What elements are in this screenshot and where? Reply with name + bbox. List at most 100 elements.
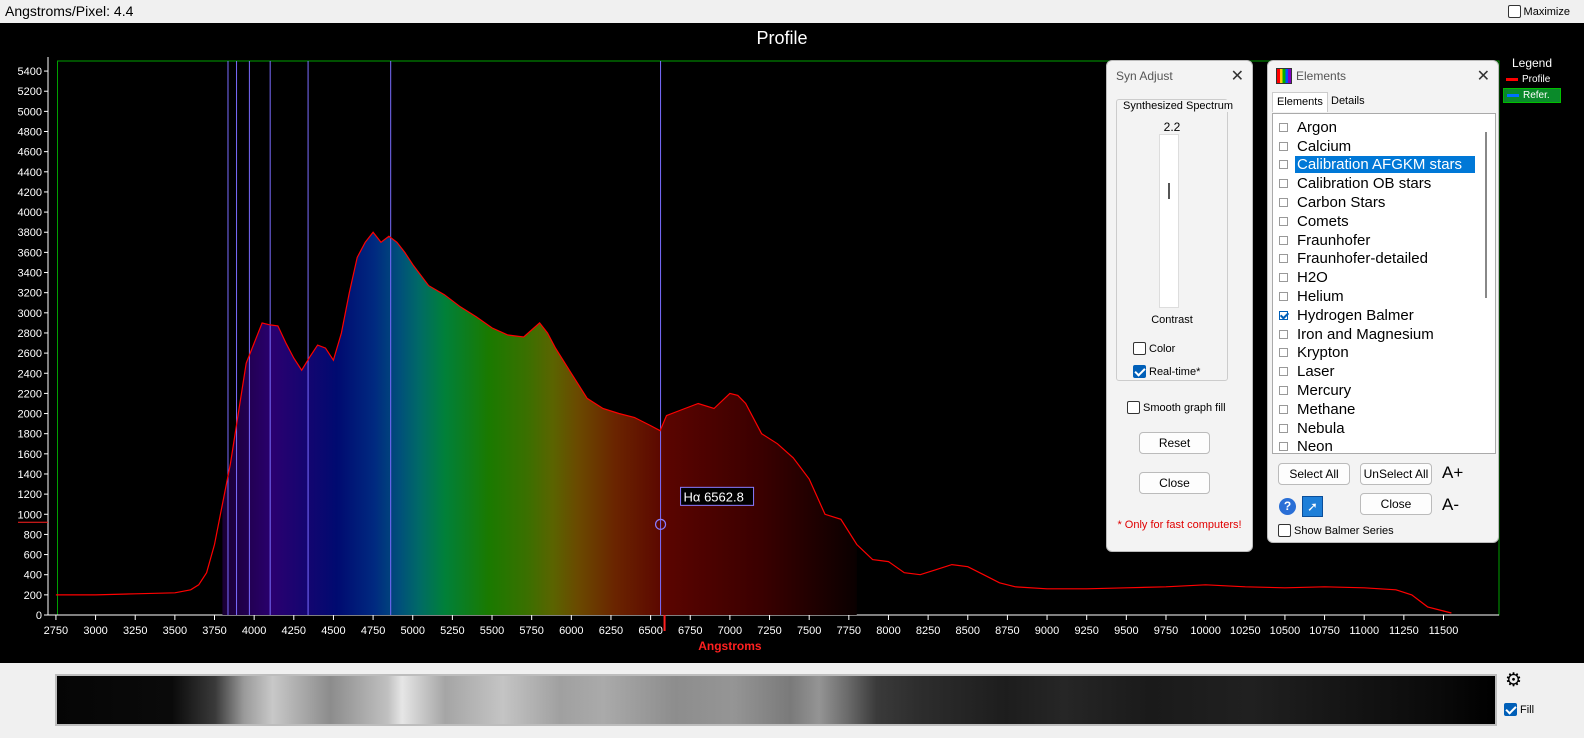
maximize-checkbox[interactable]: Maximize: [1507, 5, 1570, 18]
unselect-all-button[interactable]: UnSelect All: [1360, 463, 1432, 485]
x-axis-label: Angstroms: [698, 639, 762, 653]
element-checkbox[interactable]: [1279, 160, 1288, 170]
y-tick-label: 3000: [18, 308, 42, 320]
y-tick-label: 4000: [18, 207, 42, 219]
color-checkbox[interactable]: Color: [1133, 342, 1175, 355]
elements-list-item[interactable]: Fraunhofer: [1273, 231, 1479, 250]
tab-elements[interactable]: Elements: [1272, 92, 1328, 112]
element-checkbox[interactable]: [1279, 273, 1288, 283]
elements-list-item[interactable]: Iron and Magnesium: [1273, 325, 1479, 344]
contrast-slider-thumb[interactable]: [1168, 182, 1170, 199]
syn-adjust-title: Syn Adjust: [1116, 69, 1173, 83]
element-checkbox[interactable]: [1279, 122, 1288, 132]
elements-list-item[interactable]: Mercury: [1273, 381, 1479, 400]
element-checkbox[interactable]: [1279, 216, 1288, 226]
annotation-marker: [654, 518, 667, 530]
y-tick-label: 2000: [18, 409, 42, 421]
show-balmer-series-checkbox-box[interactable]: [1278, 524, 1291, 537]
smooth-graph-fill-checkbox-box[interactable]: [1127, 401, 1140, 414]
select-all-button[interactable]: Select All: [1278, 463, 1350, 485]
elements-list[interactable]: Argon Calcium Calibration AFGKM stars Calib…: [1272, 113, 1496, 454]
elements-list-item[interactable]: Carbon Stars: [1273, 193, 1479, 212]
show-balmer-series-label: Show Balmer Series: [1294, 524, 1394, 537]
elements-list-item[interactable]: Methane: [1273, 400, 1479, 419]
x-tick-label: 6000: [559, 625, 583, 637]
reset-button[interactable]: Reset: [1139, 432, 1210, 454]
x-tick-label: 5250: [440, 625, 464, 637]
element-checkbox[interactable]: [1279, 329, 1288, 339]
elements-list-item[interactable]: Argon: [1273, 118, 1479, 137]
element-checkbox[interactable]: [1279, 179, 1288, 189]
syn-adjust-close-button[interactable]: Close: [1139, 472, 1210, 494]
elements-close-button[interactable]: Close: [1360, 493, 1432, 515]
x-tick-label: 5750: [519, 625, 543, 637]
element-checkbox[interactable]: [1279, 367, 1288, 377]
show-balmer-series-checkbox[interactable]: Show Balmer Series: [1278, 524, 1394, 537]
element-label: Neon: [1297, 438, 1333, 454]
link-icon[interactable]: ➚: [1302, 496, 1323, 517]
maximize-checkbox-box[interactable]: [1507, 5, 1521, 18]
element-checkbox[interactable]: [1279, 198, 1288, 208]
elements-list-item[interactable]: Hydrogen Balmer: [1273, 306, 1479, 325]
element-checkbox[interactable]: [1279, 442, 1288, 452]
profile-chart[interactable]: Profile 0 200 400 600 800 1000 1200 1400 1600 1800…: [0, 23, 1584, 663]
smooth-graph-fill-checkbox[interactable]: Smooth graph fill: [1127, 401, 1226, 414]
x-tick-label: 9250: [1074, 625, 1098, 637]
y-tick-label: 1600: [18, 449, 42, 461]
x-tick-label: 3000: [83, 625, 107, 637]
y-tick-label: 800: [24, 529, 42, 541]
y-tick-label: 3200: [18, 288, 42, 300]
x-tick-label: 11250: [1389, 625, 1419, 637]
legend-item-profile[interactable]: Profile: [1503, 72, 1561, 87]
y-tick-label: 4800: [18, 127, 42, 139]
y-tick-label: 4600: [18, 147, 42, 159]
elements-list-item[interactable]: Calcium: [1273, 137, 1479, 156]
elements-list-item[interactable]: Krypton: [1273, 344, 1479, 363]
legend-swatch-reference: [1507, 94, 1519, 97]
contrast-slider-track[interactable]: [1159, 134, 1179, 308]
elements-list-item[interactable]: Calibration OB stars: [1273, 174, 1479, 193]
help-icon[interactable]: ?: [1279, 498, 1296, 515]
fill-checkbox[interactable]: Fill: [1504, 703, 1534, 716]
syn-adjust-close-icon[interactable]: ✕: [1230, 68, 1244, 85]
color-label: Color: [1149, 342, 1176, 355]
elements-list-item[interactable]: Helium: [1273, 287, 1479, 306]
element-checkbox[interactable]: [1279, 423, 1288, 433]
legend-swatch-profile: [1506, 78, 1518, 81]
x-tick-label: 4000: [242, 625, 266, 637]
contrast-label: Contrast: [1151, 314, 1193, 326]
settings-gear-icon[interactable]: ⚙: [1505, 670, 1523, 691]
legend-item-reference[interactable]: Refer.: [1503, 88, 1561, 103]
fill-checkbox-box[interactable]: [1504, 703, 1517, 716]
elements-list-item[interactable]: Fraunhofer-detailed: [1273, 250, 1479, 269]
color-checkbox-box[interactable]: [1133, 342, 1146, 355]
elements-list-item[interactable]: Laser: [1273, 362, 1479, 381]
annotation-box: [680, 486, 755, 506]
element-checkbox[interactable]: [1279, 404, 1288, 414]
x-tick-label: 6500: [638, 625, 662, 637]
element-checkbox[interactable]: [1279, 386, 1288, 396]
element-checkbox[interactable]: [1279, 348, 1288, 358]
x-tick-label: 3750: [202, 625, 226, 637]
x-tick-label: 7500: [797, 625, 821, 637]
elements-close-icon[interactable]: ✕: [1476, 68, 1490, 85]
element-checkbox[interactable]: [1279, 141, 1288, 151]
font-increase-button[interactable]: A+: [1442, 463, 1464, 482]
font-decrease-button[interactable]: A-: [1442, 495, 1459, 514]
elements-list-item[interactable]: Comets: [1273, 212, 1479, 231]
element-checkbox[interactable]: [1279, 310, 1288, 320]
element-checkbox[interactable]: [1279, 254, 1288, 264]
elements-list-item[interactable]: Nebula: [1273, 419, 1479, 438]
y-tick-label: 5400: [18, 66, 42, 78]
elements-list-item[interactable]: Calibration AFGKM stars: [1273, 156, 1479, 175]
element-checkbox[interactable]: [1279, 235, 1288, 245]
elements-list-item[interactable]: Neon: [1273, 438, 1479, 454]
tab-details[interactable]: Details: [1331, 95, 1365, 107]
realtime-checkbox[interactable]: Real-time*: [1133, 365, 1200, 378]
realtime-checkbox-box[interactable]: [1133, 365, 1146, 378]
spectrum-strip[interactable]: [55, 674, 1497, 726]
element-checkbox[interactable]: [1279, 292, 1288, 302]
element-label: Nebula: [1297, 419, 1345, 437]
elements-list-item[interactable]: H2O: [1273, 268, 1479, 287]
elements-list-scrollbar[interactable]: [1485, 132, 1487, 298]
